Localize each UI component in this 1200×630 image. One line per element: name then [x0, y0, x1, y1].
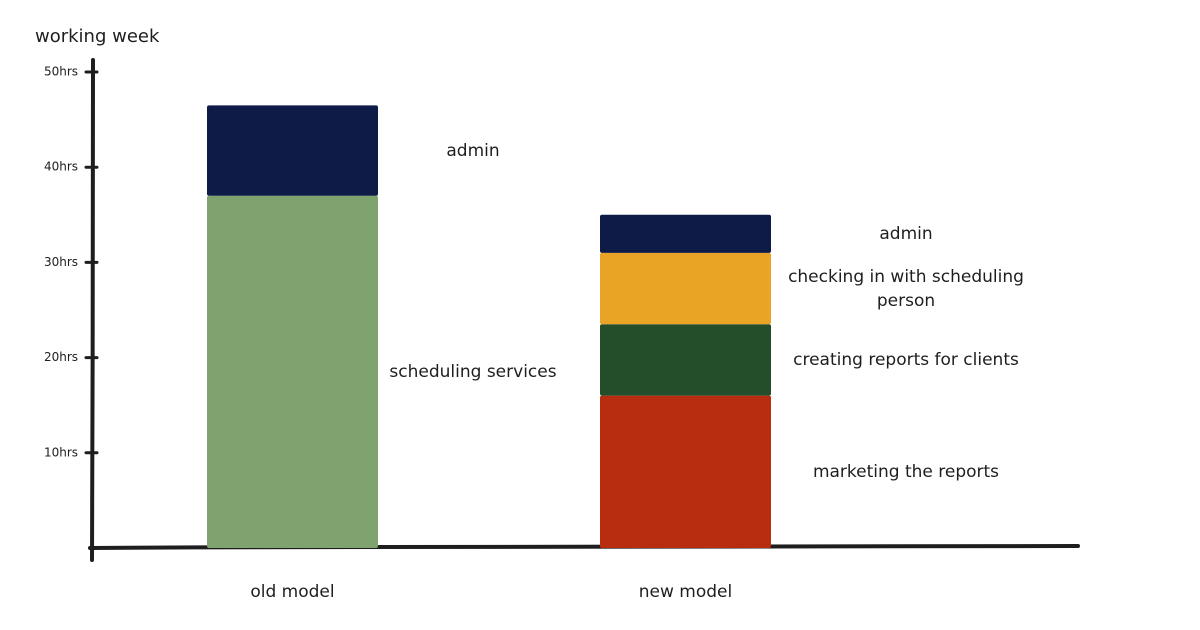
x-tick-label: old model — [250, 582, 334, 602]
y-tick-label: 30hrs — [44, 255, 78, 269]
bar-segment — [207, 195, 378, 548]
segment-label: marketing the reports — [812, 461, 1000, 482]
bar-segment — [600, 395, 771, 548]
bar-segment — [600, 214, 771, 253]
bar-segment — [600, 252, 771, 325]
y-tick-label: 50hrs — [44, 65, 78, 79]
x-tick-label: new model — [639, 582, 732, 602]
y-tick-label: 20hrs — [44, 350, 78, 364]
segment-label: admin — [879, 223, 933, 244]
bar-segment — [207, 105, 378, 196]
segment-label: scheduling services — [389, 361, 557, 382]
bar-segment — [600, 324, 771, 396]
segment-label: creating reports for clients — [793, 349, 1019, 370]
chart-title: working week — [35, 26, 160, 47]
y-tick-label: 40hrs — [44, 160, 78, 174]
segment-label: checking in with scheduling person — [788, 266, 1024, 311]
segment-label: admin — [446, 140, 500, 161]
y-tick-label: 10hrs — [44, 445, 78, 459]
y-axis — [90, 58, 96, 562]
